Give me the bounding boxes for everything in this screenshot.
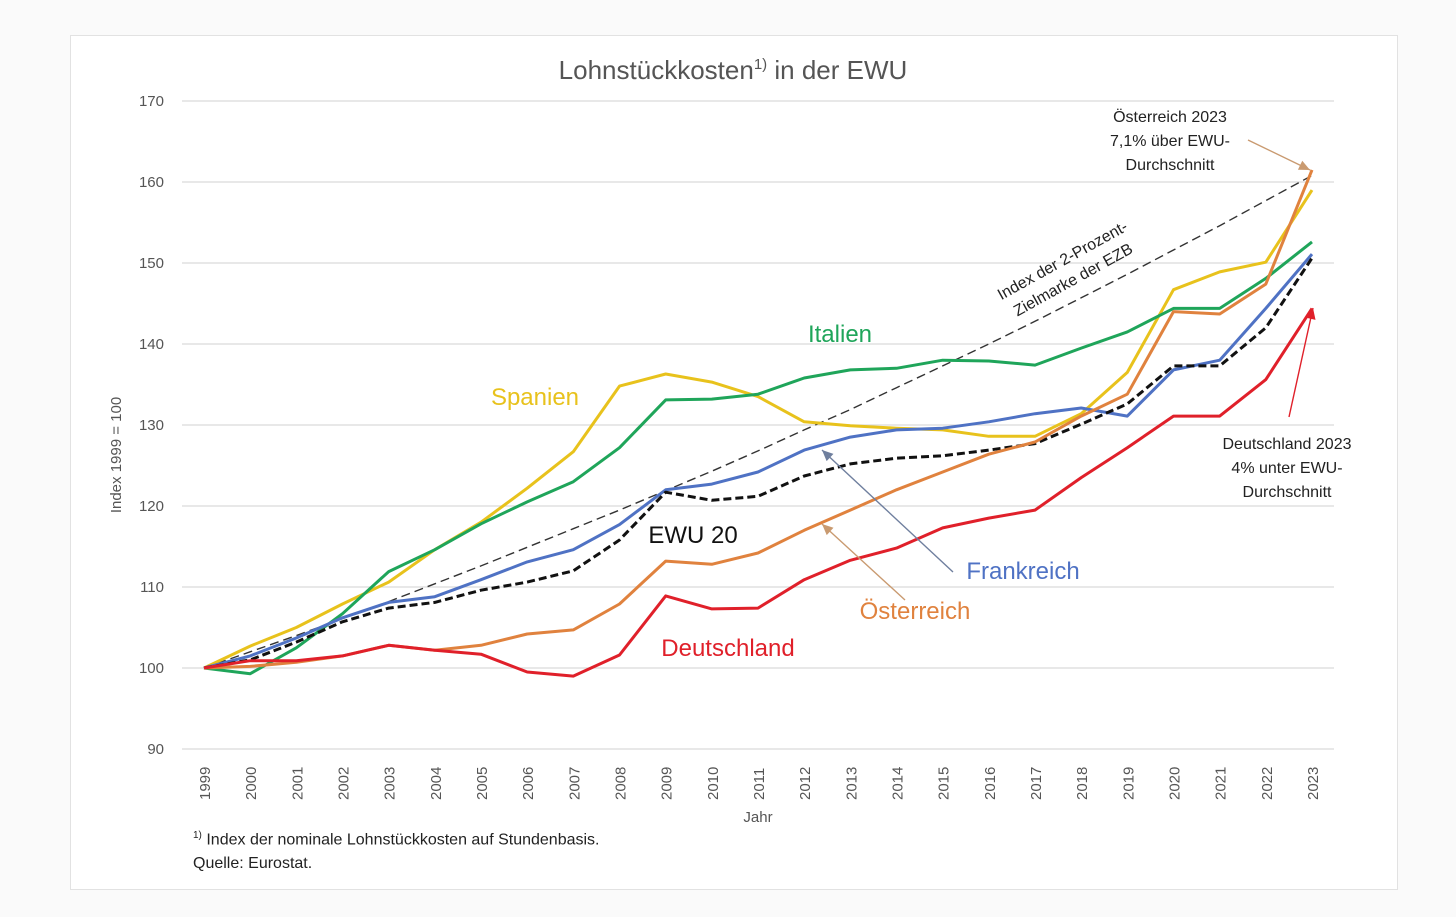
oesterreich-arrow bbox=[821, 523, 906, 601]
annotation-de: Deutschland 2023 bbox=[1223, 436, 1352, 453]
y-axis-label: Index 1999 = 100 bbox=[108, 397, 125, 513]
y-tick-label: 100 bbox=[139, 660, 164, 677]
oesterreich-2023-arrow-head bbox=[1297, 160, 1310, 170]
x-tick-label: 2009 bbox=[659, 767, 676, 800]
title-suffix: in der EWU bbox=[767, 55, 907, 85]
x-tick-label: 2002 bbox=[336, 767, 353, 800]
x-tick-label: 2023 bbox=[1305, 767, 1322, 800]
frankreich-arrow-head bbox=[822, 450, 834, 462]
x-tick-label: 2020 bbox=[1167, 767, 1184, 800]
chart-title: Lohnstückkosten1) in der EWU bbox=[559, 55, 908, 85]
series-label: Österreich bbox=[860, 598, 971, 625]
x-tick-label: 2010 bbox=[705, 767, 722, 800]
x-tick-label: 2016 bbox=[982, 767, 999, 800]
series-label: Frankreich bbox=[966, 558, 1079, 585]
series-line-0 bbox=[203, 174, 1313, 669]
x-tick-label: 2004 bbox=[428, 767, 445, 800]
annotation-at: 7,1% über EWU- bbox=[1110, 133, 1230, 150]
x-tick-label: 2007 bbox=[566, 767, 583, 800]
source-note: Quelle: Eurostat. bbox=[193, 855, 313, 872]
y-tick-label: 160 bbox=[139, 174, 164, 191]
x-tick-label: 2005 bbox=[474, 767, 491, 800]
y-tick-label: 130 bbox=[139, 417, 164, 434]
series-line-2 bbox=[203, 240, 1313, 676]
y-tick-label: 110 bbox=[140, 579, 164, 596]
x-tick-label: 2021 bbox=[1213, 767, 1230, 800]
x-tick-label: 2022 bbox=[1259, 767, 1276, 800]
x-tick-label: 2001 bbox=[289, 767, 306, 800]
series-line-6 bbox=[203, 307, 1314, 678]
x-tick-label: 1999 bbox=[197, 767, 214, 800]
x-tick-label: 2006 bbox=[520, 767, 537, 800]
y-tick-label: 140 bbox=[139, 336, 164, 353]
annotation-at: Durchschnitt bbox=[1126, 157, 1215, 174]
x-tick-label: 2000 bbox=[243, 767, 260, 800]
series-line-4 bbox=[203, 257, 1314, 670]
frankreich-arrow bbox=[821, 449, 954, 573]
deutschland-2023-arrow-head bbox=[1305, 308, 1316, 320]
oesterreich-arrow-head bbox=[822, 524, 834, 536]
y-tick-label: 170 bbox=[139, 93, 164, 110]
x-tick-label: 2018 bbox=[1074, 767, 1091, 800]
annotation-de: 4% unter EWU- bbox=[1231, 460, 1342, 477]
series-label: Deutschland bbox=[661, 635, 794, 662]
x-tick-label: 2012 bbox=[797, 767, 814, 800]
oesterreich-2023-arrow bbox=[1247, 139, 1311, 171]
series-line-3 bbox=[203, 253, 1314, 670]
title-sup: 1) bbox=[754, 56, 767, 73]
annotation-at: Österreich 2023 bbox=[1113, 108, 1227, 126]
x-axis-label: Jahr bbox=[743, 809, 772, 826]
series-label: EWU 20 bbox=[648, 522, 737, 549]
y-tick-label: 150 bbox=[139, 255, 164, 272]
chart-frame bbox=[70, 35, 1398, 890]
footnote-sup: 1) bbox=[193, 830, 202, 841]
x-tick-label: 2013 bbox=[843, 767, 860, 800]
x-tick-label: 2014 bbox=[890, 767, 907, 800]
annotation-de: Durchschnitt bbox=[1243, 484, 1332, 501]
y-tick-label: 120 bbox=[139, 498, 164, 515]
x-tick-label: 2011 bbox=[751, 768, 768, 800]
x-tick-label: 2008 bbox=[613, 767, 630, 800]
series-line-1 bbox=[203, 189, 1314, 670]
x-tick-label: 2015 bbox=[936, 767, 953, 800]
footnote-text: Index der nominale Lohnstückkosten auf S… bbox=[201, 831, 600, 849]
footnote: 1) Index der nominale Lohnstückkosten au… bbox=[193, 830, 600, 849]
x-tick-label: 2019 bbox=[1120, 767, 1137, 800]
title-main: Lohnstückkosten bbox=[559, 55, 754, 85]
deutschland-2023-arrow bbox=[1288, 307, 1314, 418]
series-label: Italien bbox=[808, 321, 872, 348]
x-tick-label: 2003 bbox=[382, 767, 399, 800]
y-tick-label: 90 bbox=[147, 741, 164, 758]
x-tick-label: 2017 bbox=[1028, 767, 1045, 800]
series-line-5 bbox=[203, 169, 1314, 670]
series-label: Spanien bbox=[491, 384, 579, 411]
